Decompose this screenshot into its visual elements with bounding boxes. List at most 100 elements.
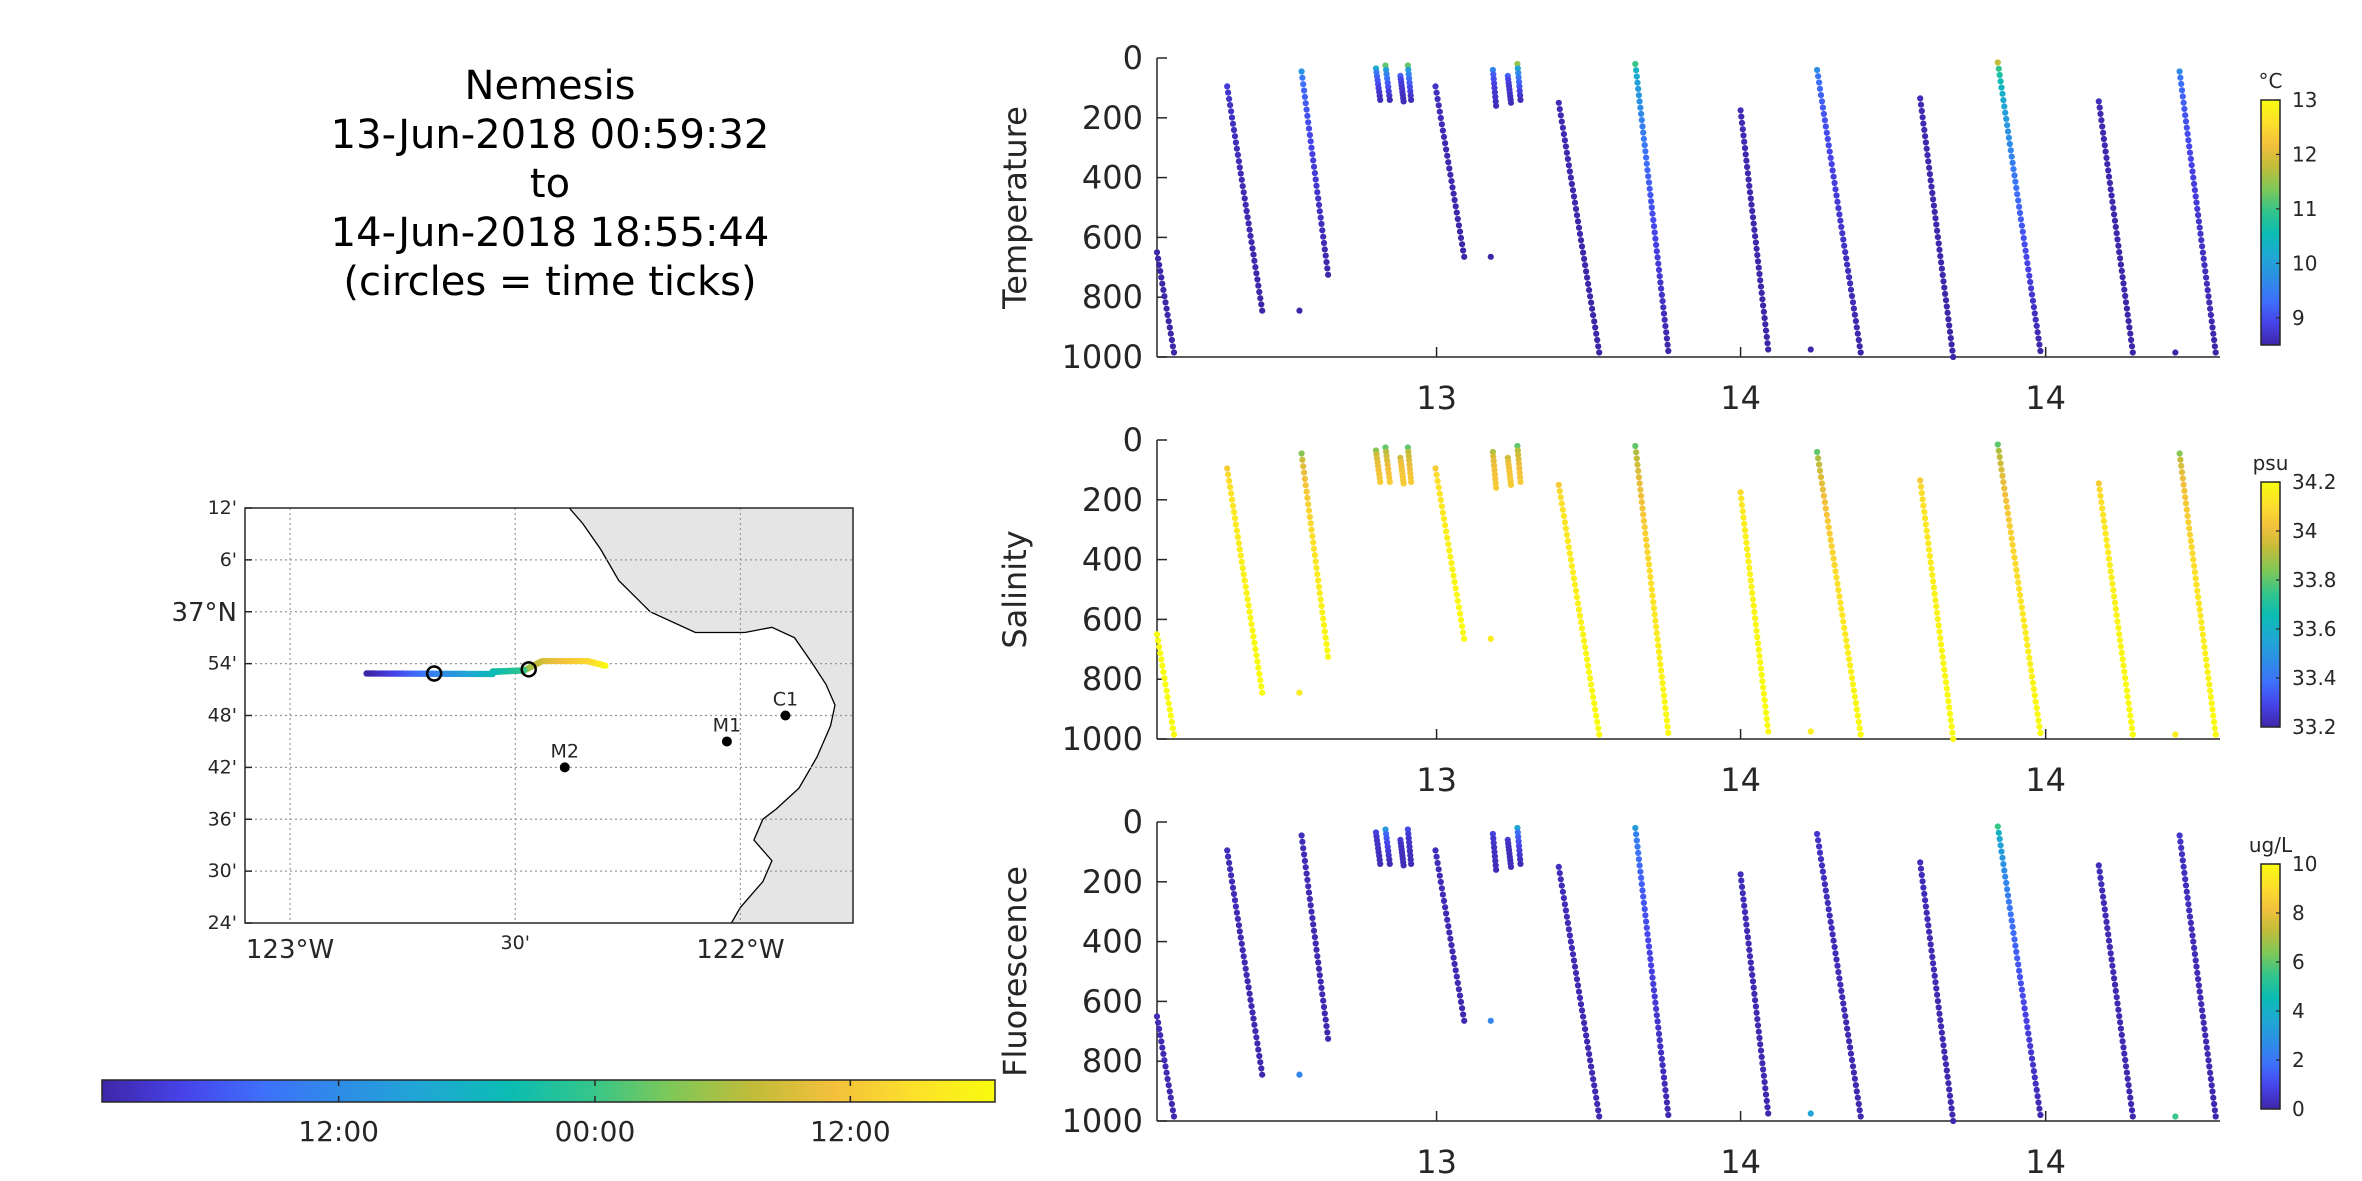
data-point: [1919, 496, 1926, 503]
data-point: [1231, 515, 1239, 522]
data-point: [1759, 1060, 1766, 1067]
data-point: [1746, 189, 1754, 196]
data-point: [1310, 545, 1318, 552]
data-point: [1852, 318, 1859, 325]
data-point: [1257, 295, 1264, 302]
data-point: [1922, 521, 1929, 528]
data-point: [2007, 911, 2014, 918]
data-point: [1315, 195, 1322, 202]
data-point: [1635, 474, 1642, 481]
data-point: [1516, 465, 1523, 472]
data-point: [1243, 589, 1250, 597]
data-point: [1922, 133, 1929, 140]
data-point: [1514, 829, 1521, 836]
data-point: [1649, 210, 1656, 217]
data-point: [1941, 1048, 1948, 1055]
data-point: [2178, 80, 2185, 87]
data-point: [1306, 131, 1313, 139]
data-point: [1307, 902, 1314, 909]
data-point: [1928, 947, 1935, 954]
data-point: [1168, 336, 1175, 344]
data-point: [2015, 961, 2022, 968]
data-point: [1454, 597, 1461, 605]
data-point: [1160, 286, 1167, 293]
data-point: [1917, 101, 1925, 108]
data-point: [2211, 343, 2218, 350]
data-point: [2199, 249, 2206, 256]
data-point: [1561, 519, 1568, 526]
data-point: [1159, 280, 1166, 287]
y-tick-label: 400: [1082, 541, 1143, 579]
data-point: [1305, 501, 1312, 508]
data-point: [1632, 60, 1639, 68]
data-point: [1848, 674, 1856, 682]
data-point: [1839, 612, 1846, 619]
data-point: [1433, 853, 1440, 860]
data-point: [1927, 177, 1934, 184]
data-point: [1832, 568, 1839, 575]
data-point: [2106, 561, 2113, 569]
data-point: [1563, 913, 1570, 920]
data-point: [1651, 993, 1658, 1000]
data-point: [1161, 293, 1168, 300]
data-point: [1756, 1034, 1763, 1042]
data-point: [2187, 919, 2194, 927]
data-point: [1440, 133, 1448, 140]
data-point: [2108, 956, 2115, 963]
data-point: [1814, 448, 1821, 456]
data-point: [1640, 517, 1647, 525]
data-point: [1442, 904, 1449, 911]
data-point: [1648, 586, 1655, 593]
data-point: [1853, 706, 1860, 713]
data-point: [1434, 477, 1441, 485]
data-point: [1650, 216, 1657, 224]
data-point: [1440, 515, 1448, 523]
data-point: [2033, 704, 2040, 712]
data-point: [2203, 656, 2210, 663]
data-point: [1592, 324, 1599, 331]
data-point: [2184, 894, 2191, 902]
data-point: [1665, 729, 1672, 737]
data-point: [1657, 1043, 1664, 1050]
data-point: [1935, 622, 1942, 629]
data-point: [1251, 257, 1258, 264]
data-point: [1854, 712, 1861, 719]
data-point: [2195, 212, 2202, 219]
data-point: [2019, 228, 2026, 235]
data-point: [1918, 871, 1925, 879]
map-lat-label: 37°N: [171, 598, 237, 628]
data-point: [2100, 511, 2107, 518]
data-point: [2123, 687, 2130, 694]
data-point: [1939, 1035, 1946, 1043]
data-point: [2002, 491, 2009, 498]
data-point: [1829, 167, 1836, 174]
data-point: [1517, 92, 1524, 99]
data-point: [2194, 969, 2201, 977]
data-point: [2029, 297, 2037, 304]
data-point: [2116, 631, 2123, 638]
data-point: [1296, 1071, 1303, 1078]
data-point: [2109, 962, 2116, 969]
data-point: [1301, 475, 1308, 482]
data-point: [2000, 861, 2007, 868]
data-point: [1325, 1035, 1332, 1042]
data-point: [1830, 173, 1837, 180]
data-point: [1654, 1018, 1661, 1025]
data-point: [1167, 330, 1174, 337]
data-point: [1560, 895, 1567, 902]
data-point: [1304, 112, 1311, 119]
data-point: [1517, 856, 1524, 863]
data-point: [1644, 549, 1651, 556]
data-point: [1654, 254, 1661, 261]
data-point: [1641, 142, 1648, 149]
data-point: [2103, 918, 2110, 926]
data-point: [1170, 1113, 1178, 1120]
data-point: [1164, 693, 1171, 701]
data-point: [1738, 883, 1746, 891]
data-point: [2183, 124, 2190, 131]
data-point: [1245, 984, 1252, 991]
data-point: [2028, 1055, 2036, 1062]
data-point: [1491, 848, 1498, 856]
data-point: [1633, 67, 1640, 74]
data-point: [1754, 634, 1761, 641]
